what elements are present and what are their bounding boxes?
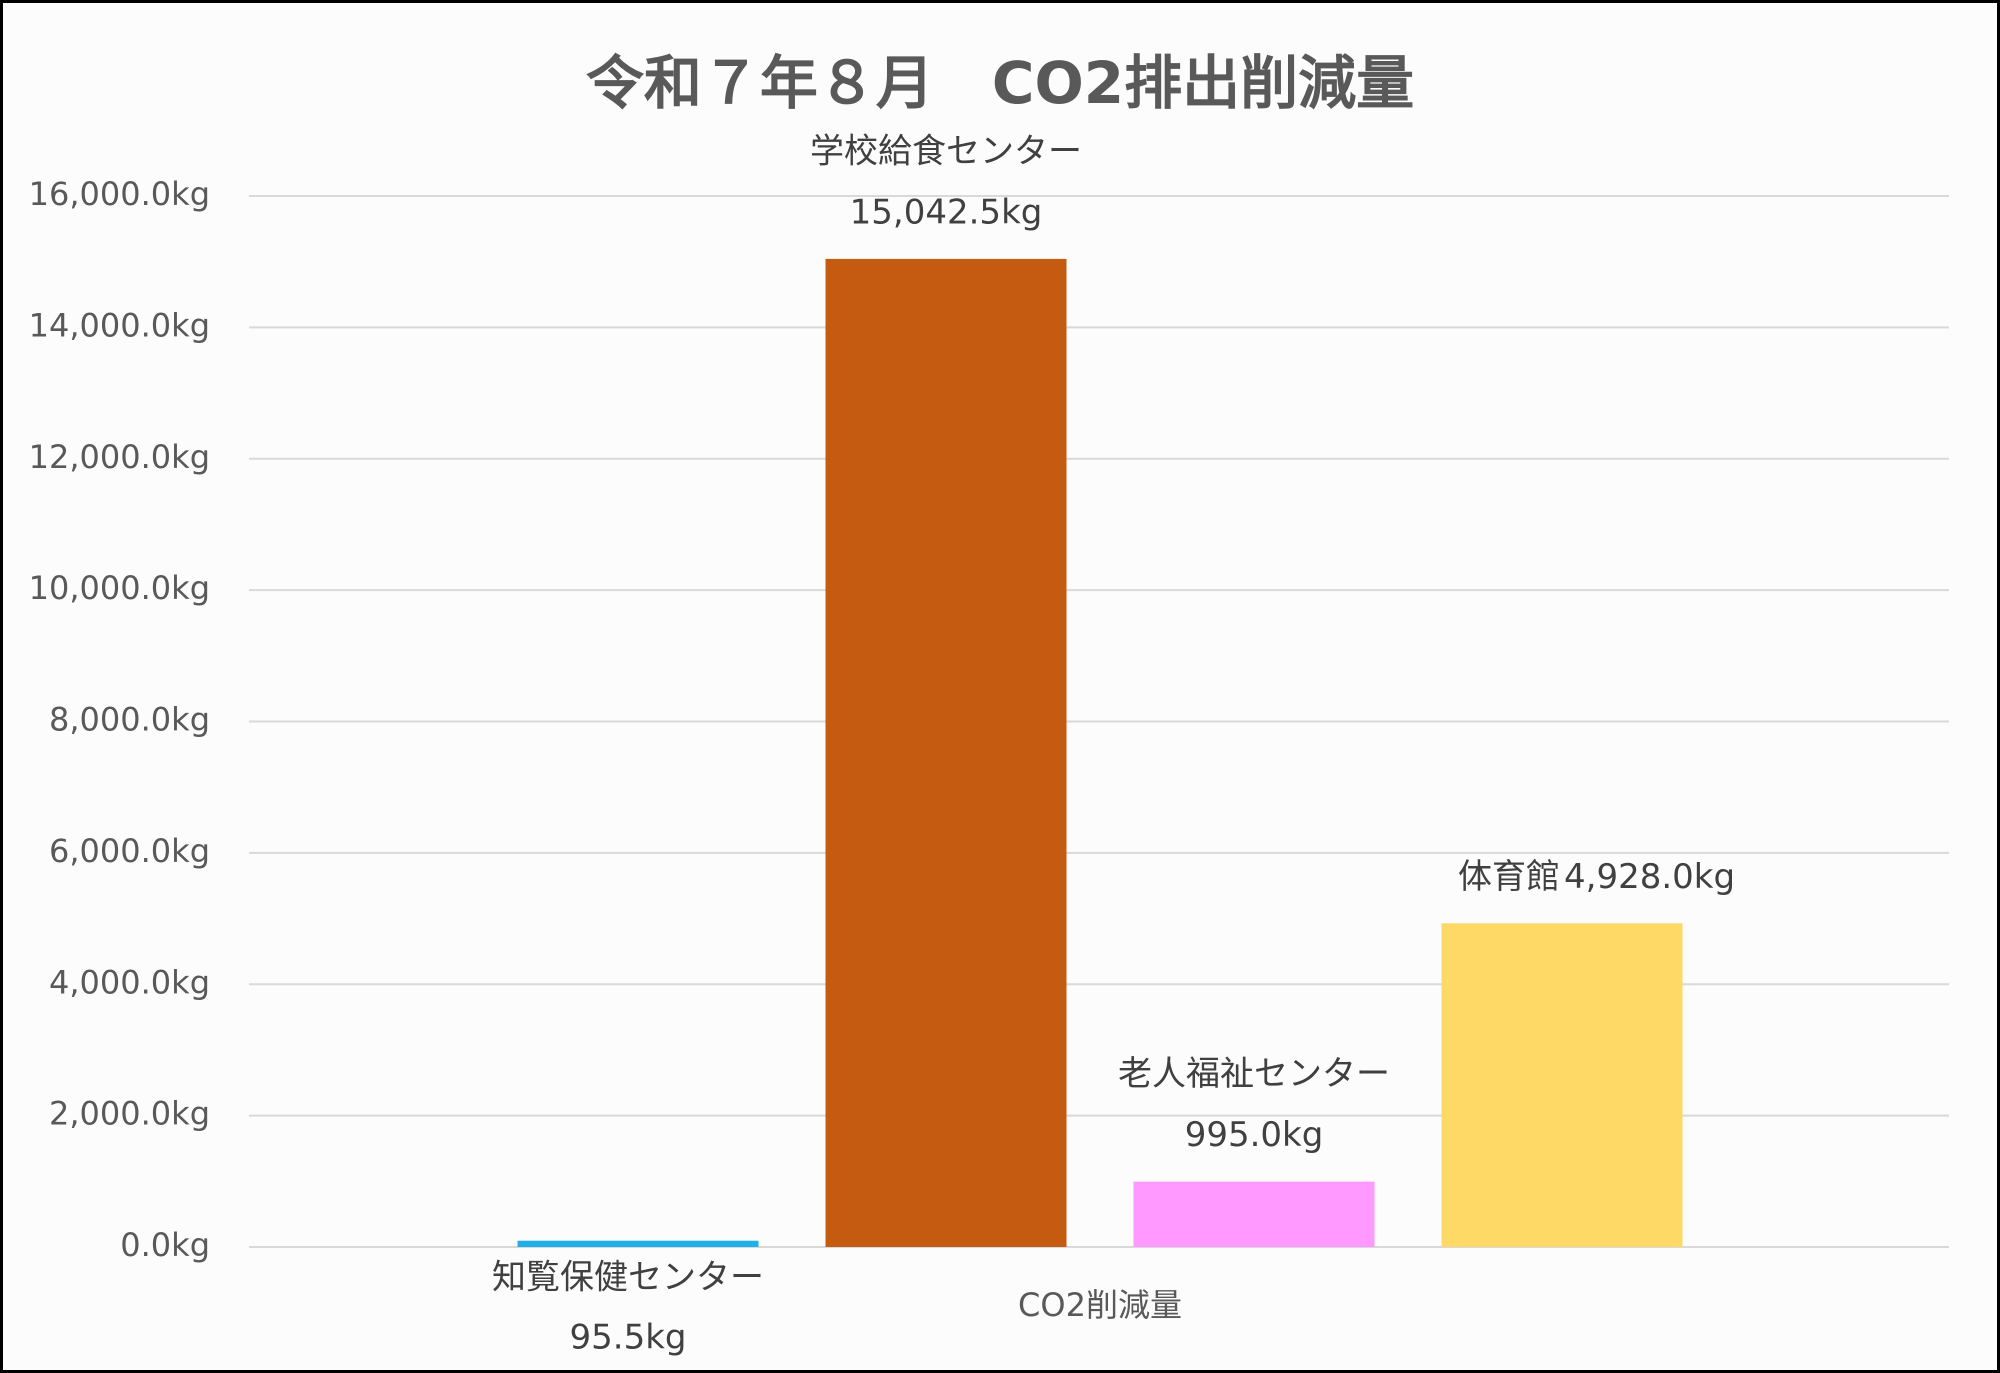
data-label-name: 学校給食センター: [810, 131, 1082, 171]
y-tick-label: 16,000.0kg: [29, 175, 210, 213]
data-label-name: 知覧保健センター: [492, 1258, 764, 1298]
data-label-value: 95.5kg: [570, 1318, 687, 1358]
x-tick-label: CO2削減量: [1018, 1286, 1182, 1324]
y-tick-label: 10,000.0kg: [29, 569, 210, 607]
y-tick-label: 14,000.0kg: [29, 306, 210, 344]
y-tick-label: 2,000.0kg: [49, 1095, 210, 1133]
y-tick-label: 8,000.0kg: [49, 701, 210, 739]
data-label-name: 老人福祉センター: [1118, 1054, 1390, 1094]
data-label-value: 15,042.5kg: [850, 192, 1043, 232]
chart-title: 令和７年８月 CO2排出削減量: [586, 49, 1414, 117]
y-tick-label: 12,000.0kg: [29, 438, 210, 476]
y-tick-label: 6,000.0kg: [49, 832, 210, 870]
data-label-name: 体育館: [1458, 857, 1560, 897]
bar: [825, 258, 1067, 1248]
data-label-value: 995.0kg: [1185, 1115, 1324, 1155]
bar: [1441, 923, 1683, 1247]
y-tick-label: 4,000.0kg: [49, 963, 210, 1001]
y-tick-label: 0.0kg: [120, 1226, 210, 1264]
bar: [517, 1240, 759, 1247]
bar: [1133, 1181, 1375, 1247]
data-label-value: 4,928.0kg: [1564, 857, 1735, 897]
